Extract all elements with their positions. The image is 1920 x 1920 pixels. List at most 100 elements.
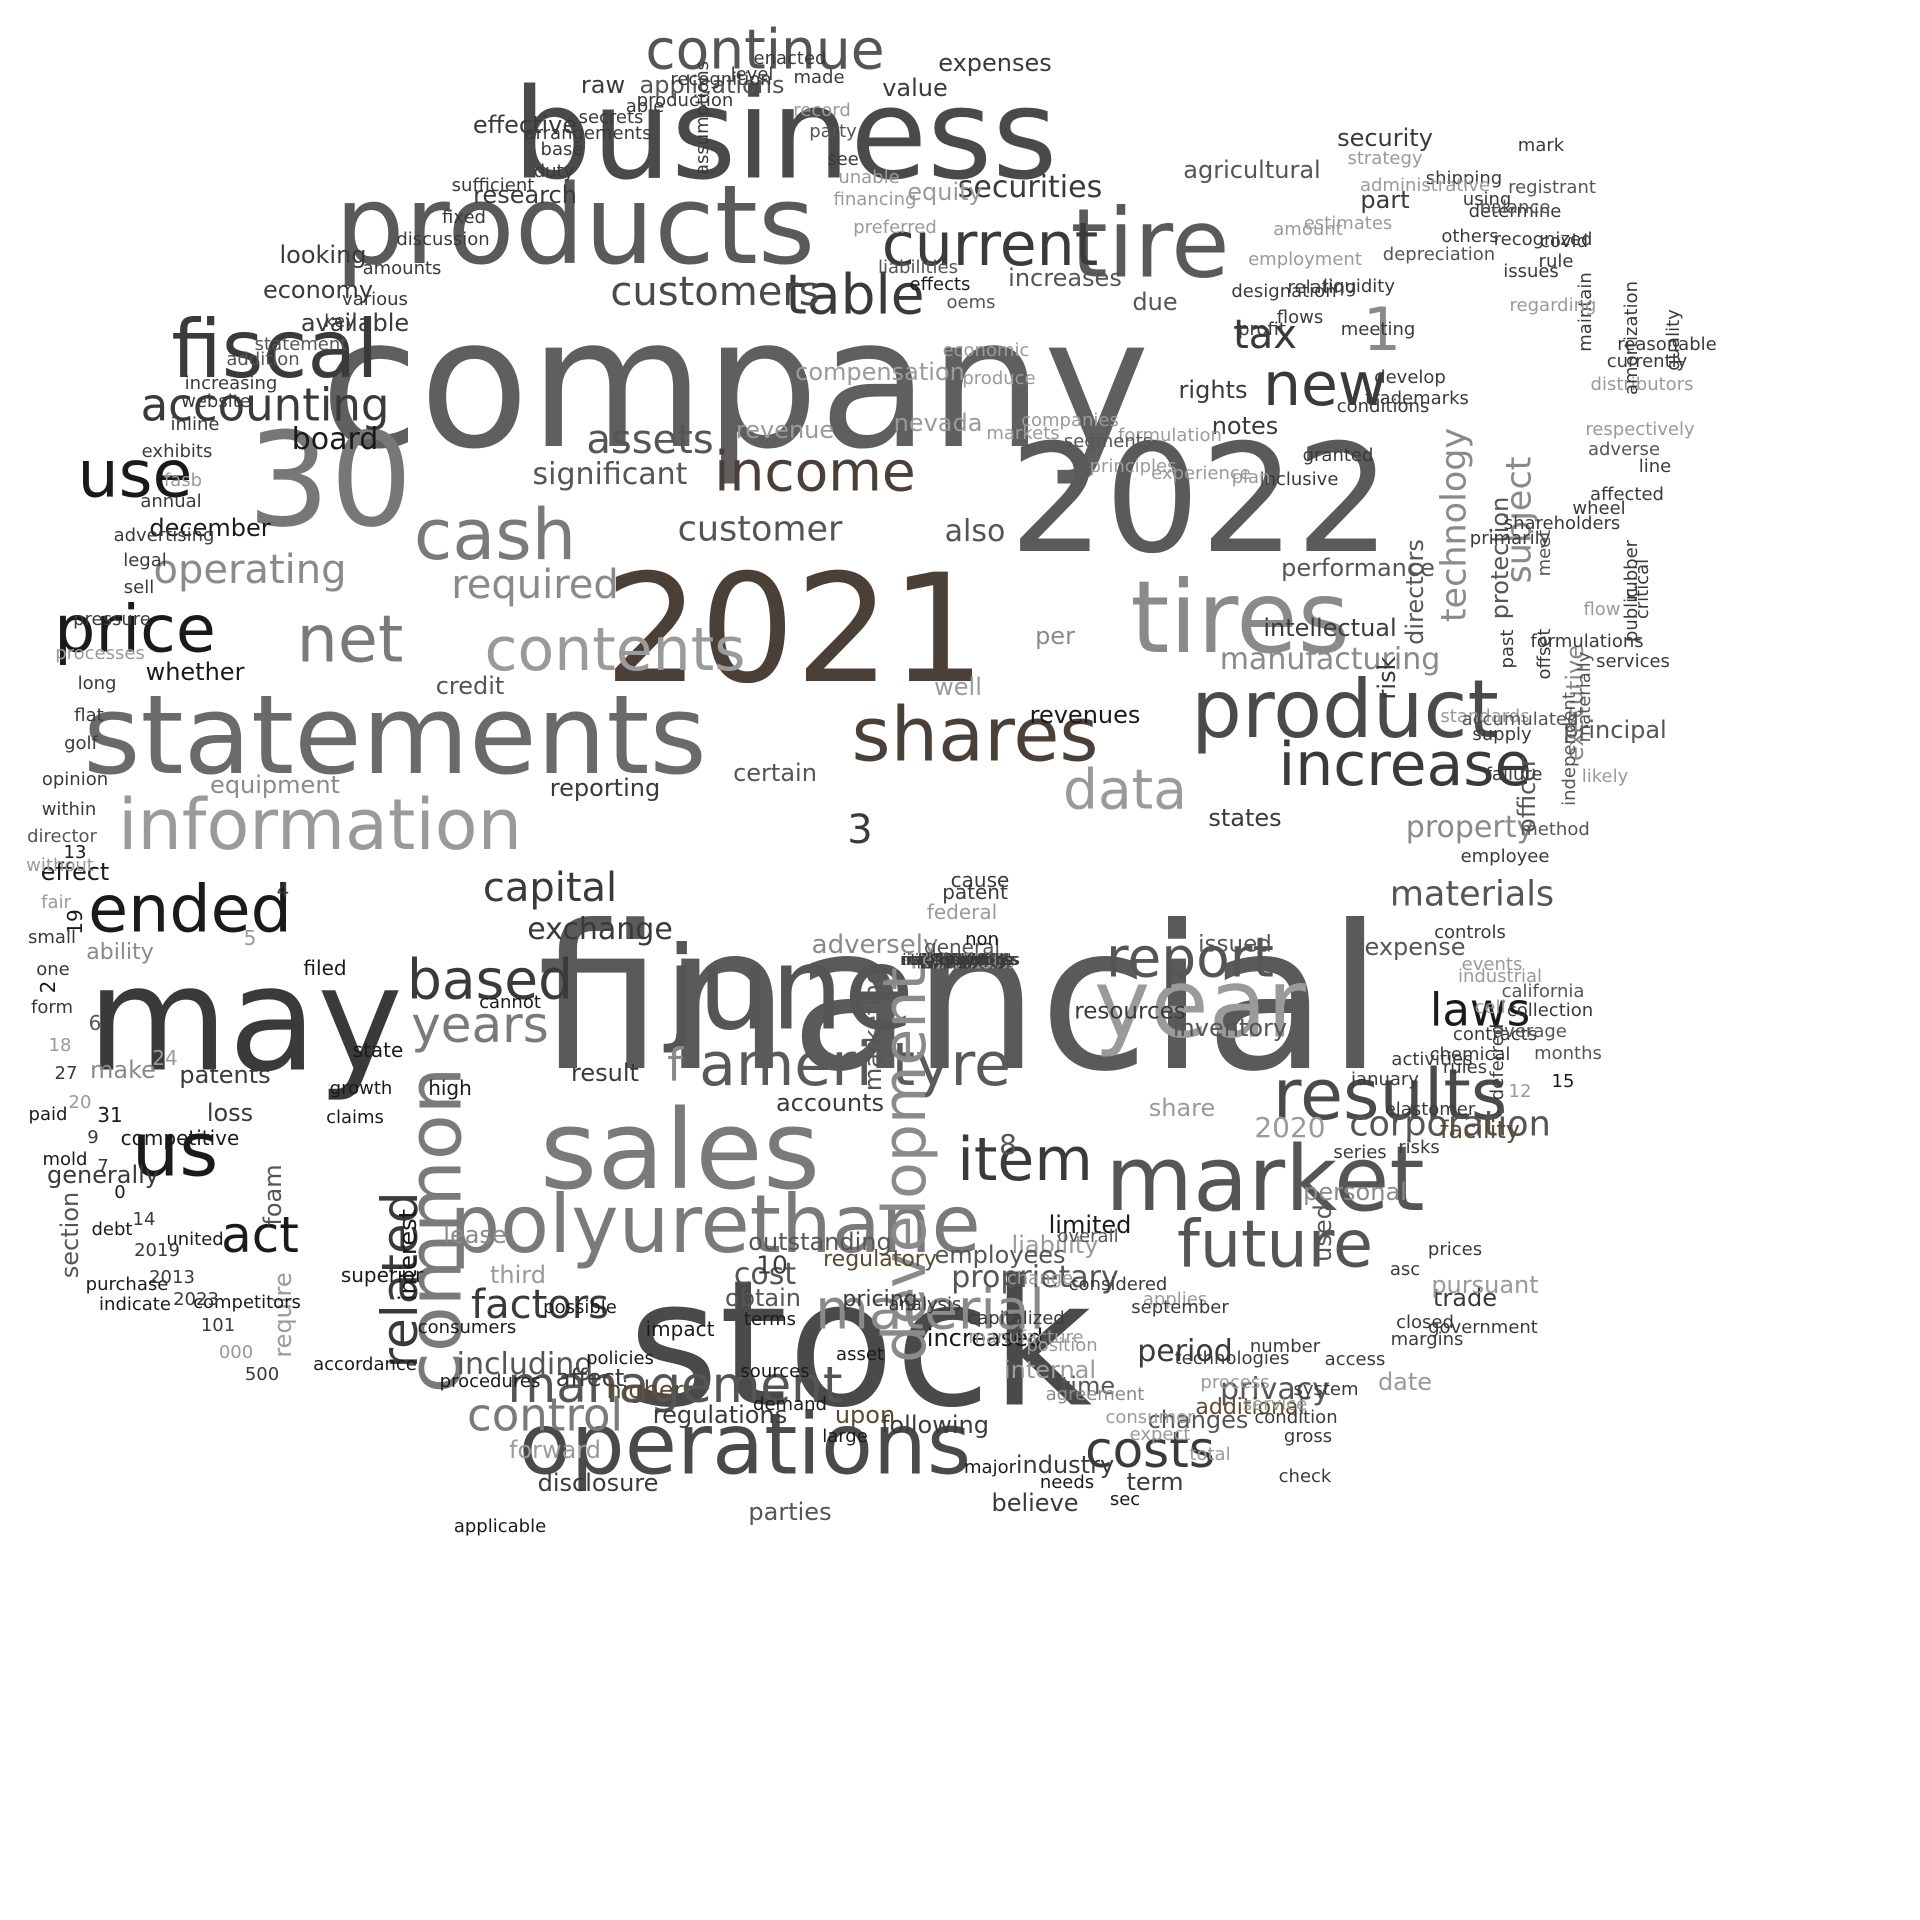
word-10: 10 — [756, 1250, 788, 1280]
word-average: average — [1493, 1021, 1567, 1042]
word-available: available — [300, 309, 410, 337]
word-increasing: increasing — [184, 373, 278, 394]
word-effect: effect — [40, 858, 110, 886]
word-expect: expect — [1129, 1424, 1191, 1445]
word-2021: 2021 — [604, 543, 986, 717]
word-historical: historical — [923, 950, 997, 969]
word-requirements: requirements — [906, 950, 1014, 969]
word-report: report — [1106, 925, 1274, 990]
word-regulatory: regulatory — [823, 1247, 937, 1272]
word-trading: trading — [931, 950, 989, 969]
word-rate: rate — [943, 950, 977, 969]
word-sales: sales — [539, 1086, 821, 1214]
word-selling: selling — [934, 950, 986, 969]
word-1934: 1934 — [939, 950, 981, 969]
word-rubber: rubber — [1621, 539, 1642, 601]
word-description: description — [915, 950, 1005, 969]
word-discussed: discussed — [920, 950, 1000, 969]
word-28: 28 — [949, 950, 971, 969]
word-experienced: experienced — [910, 950, 1010, 969]
word-table: table — [785, 262, 925, 327]
word-potential: potential — [924, 950, 996, 969]
word-opportunities: opportunities — [906, 950, 1014, 969]
word-ccpa: ccpa — [941, 950, 979, 969]
word-disclose: disclose — [927, 950, 993, 969]
word-stockholders: stockholders — [909, 950, 1011, 969]
word-management: management — [507, 1356, 843, 1414]
word-securities: securities — [957, 170, 1103, 205]
word-audit: audit — [939, 950, 981, 969]
word-necessary: necessary — [919, 950, 1001, 969]
word-controls: controls — [1434, 922, 1506, 943]
word-delays: delays — [933, 950, 987, 969]
word-federal: federal — [926, 900, 998, 924]
word-2020: 2020 — [1254, 1111, 1326, 1144]
word-accelerated: accelerated — [912, 950, 1008, 969]
word-full: full — [947, 950, 973, 969]
word-smaller: smaller — [930, 950, 990, 969]
word-expectations: expectations — [908, 950, 1012, 969]
word-paid: paid — [28, 1104, 68, 1125]
word-competitive: competitive — [120, 1126, 240, 1150]
word-proceedings: proceedings — [911, 950, 1009, 969]
word-profit: profit — [1238, 319, 1286, 340]
word-4: 4 — [276, 878, 290, 902]
word-strong: strong — [934, 950, 986, 969]
word-segments: segments — [1063, 431, 1153, 452]
word-software: software — [925, 950, 995, 969]
word-collection: collection — [1506, 1000, 1594, 1021]
word-superior: superior — [340, 1263, 424, 1287]
word-shares: shares — [851, 690, 1099, 779]
word-lawn: lawn — [941, 950, 979, 969]
word-claims: claims — [326, 1107, 384, 1128]
word-resources: resources — [1074, 998, 1186, 1025]
word-pursuant: pursuant — [1431, 1271, 1539, 1299]
word-net: net — [296, 602, 404, 678]
word-debt: debt — [91, 1219, 133, 1240]
word-employment: employment — [1248, 249, 1362, 270]
word-risk: risk — [1373, 656, 1401, 700]
word-extended: extended — [922, 950, 998, 969]
word-financing: financing — [833, 189, 917, 210]
word-inline: inline — [170, 414, 220, 435]
word-marketing: marketing — [859, 968, 887, 1092]
word-revenues: revenues — [1029, 701, 1141, 729]
word-record: record — [793, 100, 851, 121]
word-see: see — [827, 149, 859, 170]
word-unable: unable — [838, 167, 900, 188]
word-relationships: relationships — [908, 950, 1012, 969]
word-regarding: regarding — [1509, 295, 1597, 316]
word-part: part — [1360, 186, 1410, 214]
word-equity: equity — [907, 178, 983, 206]
word-new: new — [1262, 350, 1388, 420]
word-total: total — [1189, 1444, 1231, 1465]
word-working: working — [928, 950, 992, 969]
word-statements: statements — [83, 671, 707, 799]
word-additional: additional — [1195, 1395, 1305, 1420]
word-sec: sec — [1109, 1489, 1141, 1510]
word-assemblies: assemblies — [915, 950, 1005, 969]
word-california: california — [1501, 981, 1585, 1002]
word-include: include — [931, 950, 989, 969]
word-fully: fully — [942, 950, 978, 969]
word-consumer: consumer — [1105, 1407, 1195, 1428]
word-amounts: amounts — [362, 258, 442, 279]
word-periods: periods — [930, 950, 990, 969]
word-additionally: additionally — [913, 950, 1007, 969]
word-defined: defined — [929, 950, 991, 969]
word-state: state — [352, 1038, 404, 1062]
word-allow: allow — [939, 950, 981, 969]
word-access: access — [1324, 1349, 1386, 1370]
word-continue: continue — [645, 17, 885, 82]
word-mark: mark — [1517, 135, 1565, 156]
word-notes: notes — [1211, 412, 1279, 440]
word-industrial: industrial — [1457, 966, 1543, 987]
word-significantly: significantly — [911, 950, 1009, 969]
word-less: less — [944, 950, 976, 969]
word-requires: requires — [927, 950, 993, 969]
word-policy: policy — [936, 950, 984, 969]
word-practices: practices — [923, 950, 997, 969]
word-able: able — [625, 96, 665, 117]
word-make: make — [90, 1056, 156, 1084]
word-ability: ability — [86, 940, 154, 965]
